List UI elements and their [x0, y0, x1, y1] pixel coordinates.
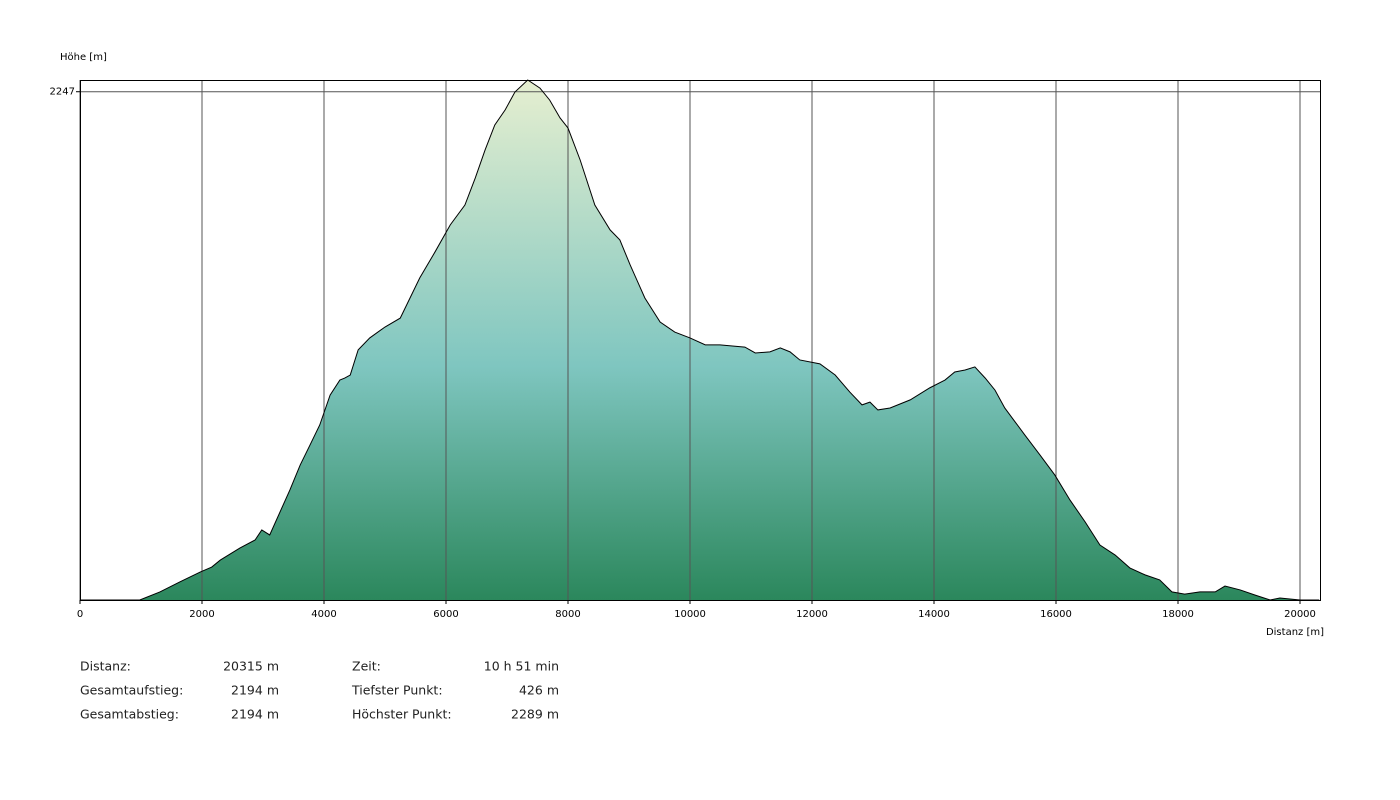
x-tick-label: 16000: [1040, 609, 1072, 620]
stat-label: Zeit:: [352, 659, 381, 674]
stat-value: 10 h 51 min: [484, 659, 559, 674]
stat-label: Distanz:: [80, 659, 131, 674]
x-tick-label: 10000: [674, 609, 706, 620]
profile-line: [80, 79, 1320, 601]
x-tick-label: 14000: [918, 609, 950, 620]
x-tick-label: 6000: [433, 609, 458, 620]
plot: [79, 80, 1320, 600]
x-tick-label: 18000: [1162, 609, 1194, 620]
x-tick-label: 2000: [189, 609, 214, 620]
x-tick-label: 8000: [555, 609, 580, 620]
x-axis-label: Distanz [m]: [1266, 627, 1324, 638]
x-tick-label: 0: [77, 609, 83, 620]
y-axis-label: Höhe [m]: [60, 52, 107, 63]
x-tick-label: 4000: [311, 609, 336, 620]
x-tick-label: 20000: [1284, 609, 1316, 620]
stat-value: 426 m: [519, 683, 559, 698]
stat-label: Gesamtabstieg:: [80, 707, 179, 722]
stat-label: Tiefster Punkt:: [351, 683, 443, 698]
stat-value: 2194 m: [231, 683, 279, 698]
area-fill: [80, 80, 1320, 600]
stat-label: Höchster Punkt:: [352, 707, 452, 722]
plot-frame: [80, 80, 1321, 601]
stat-value: 2289 m: [511, 707, 559, 722]
stat-value: 2194 m: [231, 707, 279, 722]
stat-value: 20315 m: [223, 659, 279, 674]
y-tick-label: 2247: [50, 87, 75, 98]
stat-label: Gesamtaufstieg:: [80, 683, 183, 698]
x-tick-label: 12000: [796, 609, 828, 620]
